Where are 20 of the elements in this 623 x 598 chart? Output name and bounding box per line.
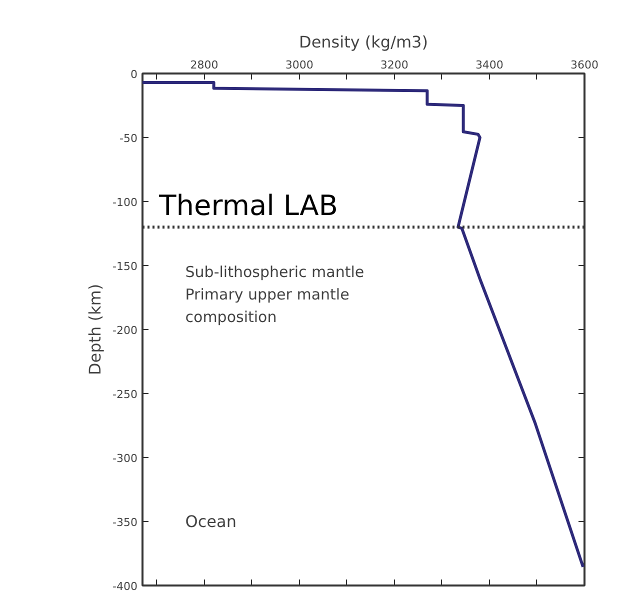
y-axis-title: Depth (km): [86, 284, 105, 376]
x-axis-title: Density (kg/m3): [299, 32, 428, 52]
y-tick-label: -400: [112, 580, 138, 593]
line-series: [142, 80, 584, 568]
y-tick-label: -250: [112, 388, 138, 401]
x-tick-label: 3600: [570, 58, 599, 72]
x-tick-label: 3200: [380, 58, 408, 72]
y-tick-label: -350: [112, 516, 138, 529]
x-tick-label: 2800: [190, 58, 218, 72]
y-tick-label: -100: [112, 196, 138, 209]
y-tick-label: -300: [112, 452, 138, 465]
annotation: Thermal LAB: [158, 188, 338, 222]
x-tick-label: 3000: [285, 58, 314, 72]
y-tick-label: -150: [112, 260, 138, 273]
y-tick-label: -200: [112, 324, 138, 337]
x-tick-label: 3400: [475, 58, 504, 72]
annotation: Sub-lithospheric mantle Primary upper mantle composition: [185, 262, 364, 326]
y-tick-label: 0: [130, 68, 138, 81]
annotation: Ocean: [185, 512, 236, 531]
y-tick-label: -50: [120, 132, 138, 145]
